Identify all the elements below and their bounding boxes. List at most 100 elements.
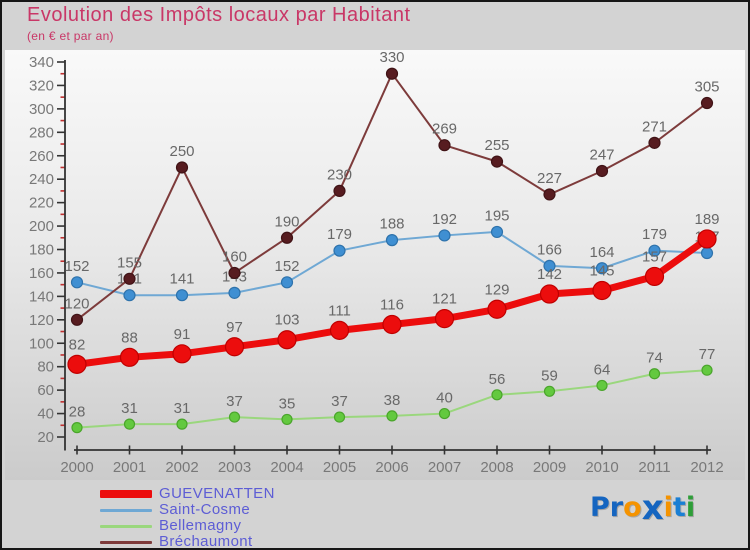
svg-text:240: 240 — [29, 171, 54, 188]
legend-item-saint-cosme: Saint-Cosme — [100, 502, 275, 518]
svg-text:255: 255 — [484, 137, 509, 154]
svg-text:116: 116 — [380, 297, 404, 314]
svg-text:160: 160 — [222, 248, 247, 265]
legend-item-guevenatten: GUEVENATTEN — [100, 486, 275, 502]
svg-text:64: 64 — [594, 361, 611, 378]
svg-text:179: 179 — [327, 226, 352, 243]
chart-subtitle: (en € et par an) — [27, 29, 114, 43]
svg-text:80: 80 — [37, 359, 54, 376]
svg-text:2007: 2007 — [428, 459, 461, 476]
logo-letter: i — [685, 492, 696, 523]
svg-text:31: 31 — [121, 400, 138, 417]
svg-text:180: 180 — [29, 242, 54, 259]
svg-text:2004: 2004 — [270, 459, 303, 476]
legend-swatch-saint-cosme — [100, 508, 152, 512]
logo-letter: t — [672, 492, 686, 523]
svg-text:77: 77 — [699, 346, 716, 363]
svg-text:60: 60 — [37, 382, 54, 399]
legend-item-brechaumont: Bréchaumont — [100, 533, 275, 550]
svg-text:31: 31 — [174, 400, 191, 417]
proxiti-logo: Proxiti — [590, 488, 695, 528]
svg-text:40: 40 — [37, 406, 54, 423]
svg-text:145: 145 — [589, 263, 614, 280]
svg-text:2006: 2006 — [375, 459, 408, 476]
legend-label-guevenatten: GUEVENATTEN — [159, 485, 275, 502]
svg-text:2000: 2000 — [60, 459, 93, 476]
svg-text:305: 305 — [694, 79, 719, 96]
logo-letter: i — [663, 492, 673, 523]
svg-text:56: 56 — [489, 371, 506, 388]
legend: GUEVENATTEN Saint-Cosme Bellemagny Bréch… — [100, 486, 275, 550]
svg-text:37: 37 — [331, 393, 348, 410]
chart-title: Evolution des Impôts locaux par Habitant — [27, 4, 411, 26]
svg-text:35: 35 — [279, 395, 296, 412]
svg-text:2012: 2012 — [690, 459, 723, 476]
svg-text:164: 164 — [589, 244, 614, 261]
svg-text:2011: 2011 — [638, 459, 670, 476]
svg-text:37: 37 — [226, 393, 243, 410]
svg-text:157: 157 — [642, 248, 667, 265]
svg-text:97: 97 — [226, 319, 243, 336]
svg-text:120: 120 — [29, 312, 54, 329]
svg-text:300: 300 — [29, 101, 54, 118]
svg-text:192: 192 — [432, 211, 457, 228]
svg-text:330: 330 — [379, 52, 404, 66]
svg-text:2003: 2003 — [218, 459, 251, 476]
svg-text:40: 40 — [436, 390, 453, 407]
svg-text:179: 179 — [642, 226, 667, 243]
svg-text:38: 38 — [384, 392, 401, 409]
legend-item-bellemagny: Bellemagny — [100, 518, 275, 534]
logo-letter: x — [641, 488, 664, 528]
svg-text:74: 74 — [646, 350, 663, 367]
svg-text:200: 200 — [29, 218, 54, 235]
svg-text:247: 247 — [589, 146, 614, 163]
svg-text:129: 129 — [484, 281, 509, 298]
svg-text:20: 20 — [37, 429, 54, 446]
svg-text:260: 260 — [29, 148, 54, 165]
legend-label-saint-cosme: Saint-Cosme — [159, 501, 251, 518]
svg-text:88: 88 — [121, 329, 138, 346]
svg-text:140: 140 — [29, 288, 54, 305]
svg-text:141: 141 — [169, 271, 194, 288]
svg-text:189: 189 — [694, 211, 719, 228]
svg-text:269: 269 — [432, 121, 457, 138]
svg-text:2008: 2008 — [480, 459, 513, 476]
legend-swatch-guevenatten — [100, 490, 152, 498]
legend-label-bellemagny: Bellemagny — [159, 517, 242, 534]
logo-letter: o — [623, 492, 642, 523]
svg-text:195: 195 — [484, 207, 509, 224]
svg-text:103: 103 — [274, 312, 299, 329]
svg-text:166: 166 — [537, 241, 562, 258]
plot-background — [5, 50, 745, 480]
svg-text:250: 250 — [169, 143, 194, 160]
legend-swatch-bellemagny — [100, 524, 152, 528]
svg-text:340: 340 — [29, 54, 54, 71]
logo-letter: r — [609, 492, 624, 523]
svg-text:120: 120 — [64, 295, 89, 312]
svg-text:220: 220 — [29, 195, 54, 212]
svg-text:2010: 2010 — [585, 459, 618, 476]
svg-text:188: 188 — [379, 216, 404, 233]
svg-text:155: 155 — [117, 254, 142, 271]
logo-letter: P — [590, 492, 610, 523]
svg-text:280: 280 — [29, 124, 54, 141]
svg-text:2002: 2002 — [165, 459, 198, 476]
svg-text:28: 28 — [69, 404, 86, 421]
svg-text:2009: 2009 — [533, 459, 566, 476]
svg-text:2005: 2005 — [323, 459, 356, 476]
line-chart: 20 40 60 80 100 120 140 160 180 200 220 240 260 280 30… — [29, 52, 724, 476]
svg-text:271: 271 — [642, 118, 667, 135]
svg-text:82: 82 — [69, 336, 86, 353]
svg-text:91: 91 — [174, 326, 191, 343]
legend-swatch-brechaumont — [100, 540, 152, 544]
svg-text:230: 230 — [327, 166, 352, 183]
svg-text:160: 160 — [29, 265, 54, 282]
svg-text:152: 152 — [64, 258, 89, 275]
svg-text:100: 100 — [29, 335, 54, 352]
svg-text:320: 320 — [29, 77, 54, 94]
svg-text:142: 142 — [537, 266, 562, 283]
legend-label-brechaumont: Bréchaumont — [159, 533, 253, 550]
svg-text:190: 190 — [274, 213, 299, 230]
svg-text:152: 152 — [274, 258, 299, 275]
